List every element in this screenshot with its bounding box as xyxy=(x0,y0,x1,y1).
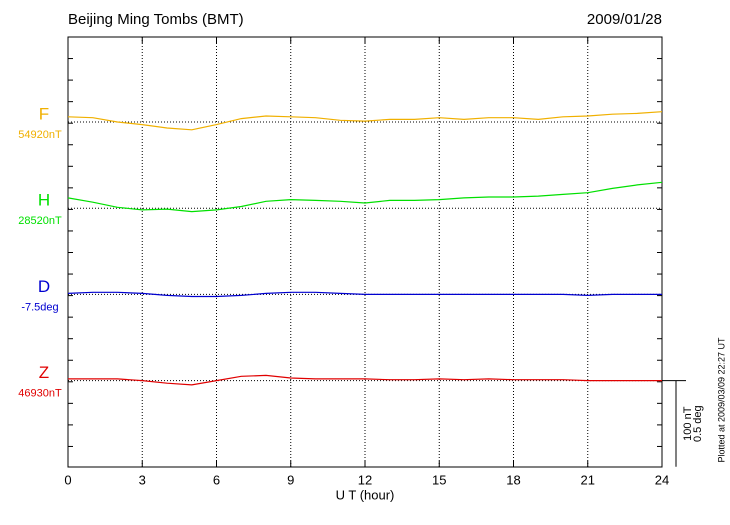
plot-frame xyxy=(67,36,663,468)
chart-title: Beijing Ming Tombs (BMT) xyxy=(68,11,244,28)
baseline-label: 46930nT xyxy=(18,388,62,400)
x-tick-label: 24 xyxy=(655,472,669,487)
x-tick-label: 21 xyxy=(581,472,595,487)
baseline-label: 28520nT xyxy=(18,215,62,227)
x-axis-label: U T (hour) xyxy=(336,487,395,502)
series-name: H xyxy=(38,191,50,210)
series-line xyxy=(67,111,663,131)
series-line xyxy=(67,291,662,298)
x-tick-label: 0 xyxy=(64,472,71,487)
series-line xyxy=(68,374,662,386)
x-tick-label: 3 xyxy=(139,472,146,487)
x-tick-label: 15 xyxy=(432,472,446,487)
series-name: Z xyxy=(39,363,49,382)
scale-bar-label: 100 nT xyxy=(682,406,694,441)
series-name: F xyxy=(39,104,49,123)
baseline-label: -7.5deg xyxy=(21,301,58,313)
x-tick-label: 9 xyxy=(287,472,294,487)
plotted-note: Plotted at 2009/03/09 22:27 UT xyxy=(716,337,726,463)
scale-bar-label: 0.5 deg xyxy=(692,405,704,442)
x-tick-label: 12 xyxy=(358,472,372,487)
x-tick-label: 6 xyxy=(213,472,220,487)
x-tick-label: 18 xyxy=(506,472,520,487)
series-name: D xyxy=(38,277,50,296)
chart-date: 2009/01/28 xyxy=(587,11,662,28)
series-line xyxy=(67,181,663,213)
baseline-label: 54920nT xyxy=(18,129,62,141)
